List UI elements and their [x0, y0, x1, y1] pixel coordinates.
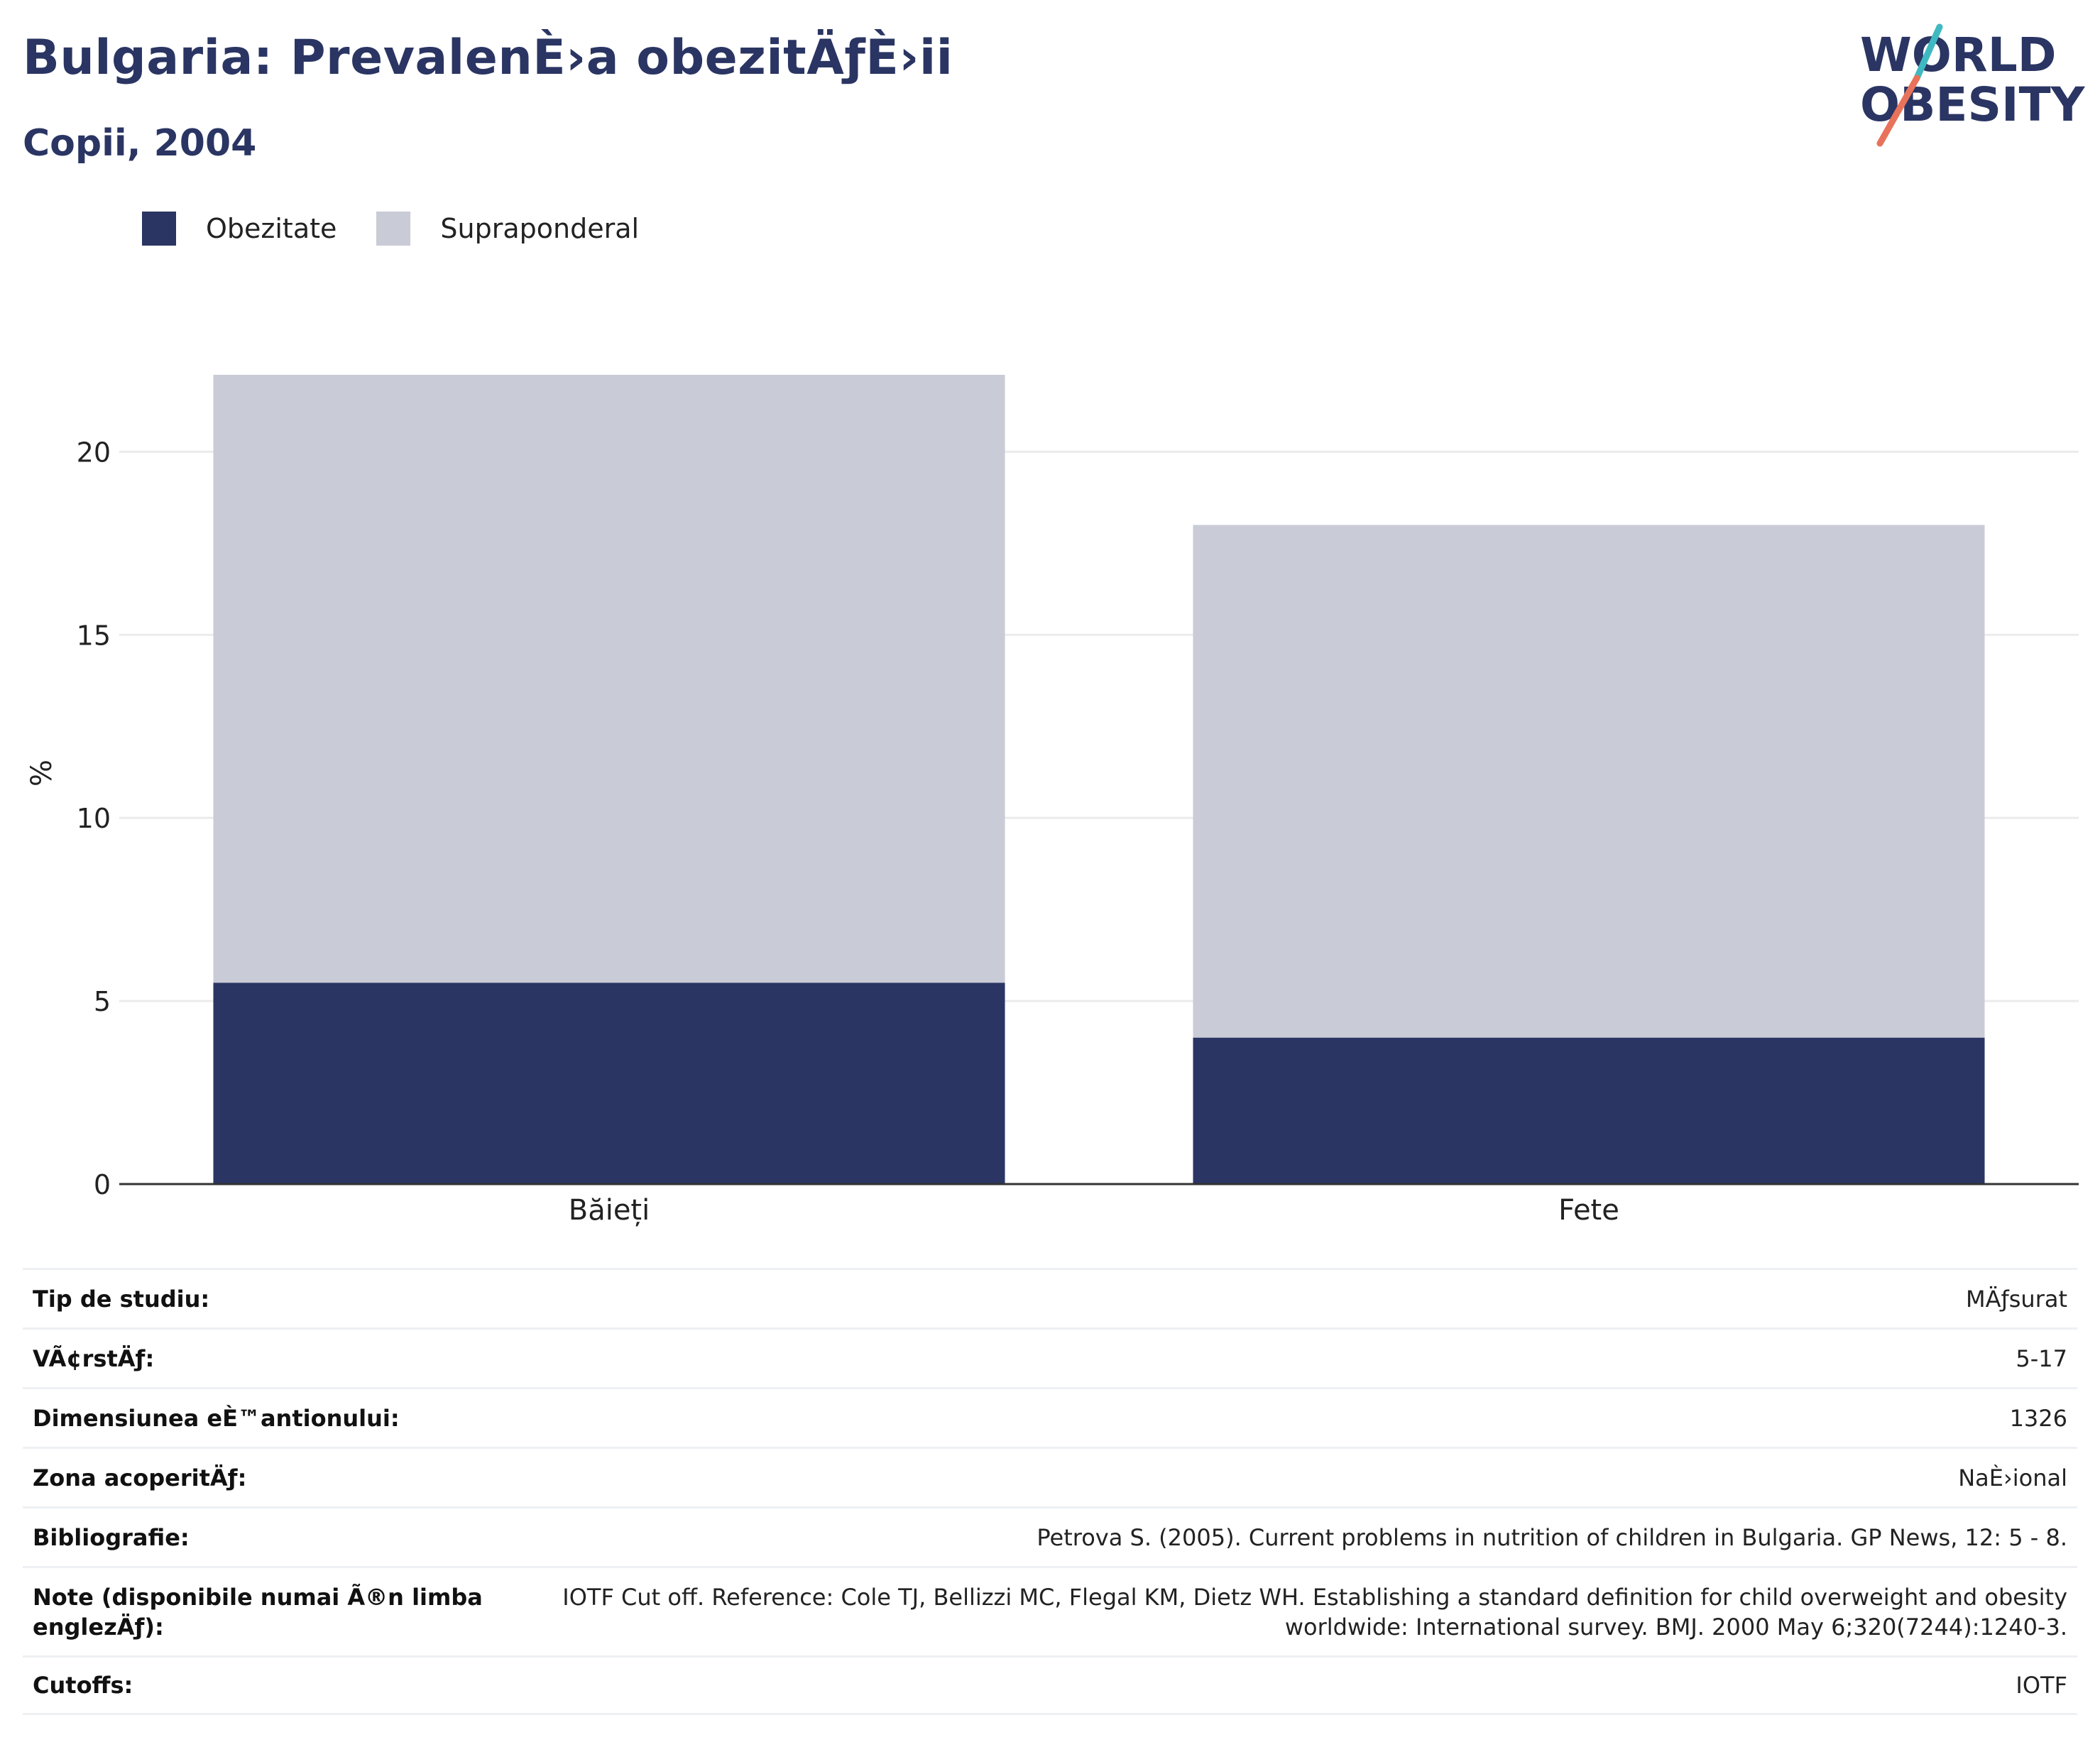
y-tick-label: 10	[77, 803, 111, 834]
info-row: Bibliografie: Petrova S. (2005). Current …	[23, 1506, 2077, 1566]
info-row-label: Note (disponibile numai Ã®n limba englez…	[33, 1583, 483, 1641]
y-axis-label: %	[26, 760, 58, 787]
legend-swatch-obezitate	[142, 212, 176, 246]
bar-supraponderal-0[interactable]	[213, 375, 1005, 983]
y-tick-label: 5	[94, 986, 111, 1017]
legend-label-supraponderal: Supraponderal	[440, 213, 640, 244]
legend-swatch-supraponderal	[376, 212, 411, 246]
bar-obezitate-1[interactable]	[1193, 1037, 1985, 1184]
info-row-value: MÄƒsurat	[1965, 1285, 2067, 1313]
info-row-value: Petrova S. (2005). Current problems in n…	[1037, 1523, 2067, 1551]
bar-obezitate-0[interactable]	[213, 982, 1005, 1184]
info-row: Tip de studiu: MÄƒsurat	[23, 1268, 2077, 1327]
info-row-label: Zona acoperitÄƒ:	[33, 1464, 247, 1491]
logo-slash-bottom	[1876, 75, 1920, 147]
study-info-table: Tip de studiu: MÄƒsurat VÃ¢rstÄƒ: 5-17 Dimen…	[23, 1268, 2077, 1715]
legend-item-obezitate[interactable]: Obezitate	[142, 212, 337, 246]
bar-supraponderal-1[interactable]	[1193, 525, 1985, 1038]
legend-label-obezitate: Obezitate	[206, 213, 337, 244]
chart-legend: Obezitate Supraponderal	[142, 212, 679, 246]
page-subtitle: Copii, 2004	[23, 122, 257, 165]
x-axis-ticks: Băieți Fete	[569, 1194, 1619, 1227]
info-row: Zona acoperitÄƒ: NaÈ›ional	[23, 1447, 2077, 1506]
y-tick-label: 20	[77, 437, 111, 468]
info-row-label: Bibliografie:	[33, 1523, 190, 1551]
y-axis-ticks: 0 5 10 15 20	[77, 437, 111, 1200]
stacked-bar-chart: 0 5 10 15 20 Băieți Fete %	[26, 375, 2079, 1227]
chart-bars	[213, 375, 1985, 1184]
info-row: Note (disponibile numai Ã®n limba englez…	[23, 1566, 2077, 1655]
info-row-label: Dimensiunea eÈ™antionului:	[33, 1404, 400, 1432]
info-row-value: 1326	[2009, 1404, 2067, 1432]
y-tick-label: 0	[94, 1169, 111, 1200]
legend-item-supraponderal[interactable]: Supraponderal	[376, 212, 639, 246]
world-obesity-logo: WORLD OBESITY	[1860, 23, 2086, 147]
page-title: Bulgaria: PrevalenÈ›a obezitÄƒÈ›ii	[23, 30, 953, 86]
info-row-label: Tip de studiu:	[33, 1285, 210, 1313]
info-row-value: IOTF Cut off. Reference: Cole TJ, Belliz…	[562, 1583, 2067, 1641]
info-row-value: 5-17	[2016, 1345, 2067, 1372]
info-row-value: IOTF	[2016, 1672, 2067, 1699]
info-row-label: Cutoffs:	[33, 1672, 133, 1699]
info-row: VÃ¢rstÄƒ: 5-17	[23, 1327, 2077, 1387]
x-tick-label: Băieți	[569, 1194, 650, 1227]
logo-text-obesity: OBESITY	[1860, 77, 2086, 132]
info-row: Cutoffs: IOTF	[23, 1655, 2077, 1715]
info-row-value: NaÈ›ional	[1958, 1464, 2067, 1491]
logo-slash-top	[1913, 23, 1943, 82]
x-tick-label: Fete	[1558, 1194, 1619, 1227]
info-row-label: VÃ¢rstÄƒ:	[33, 1345, 155, 1372]
y-tick-label: 15	[77, 620, 111, 651]
info-row: Dimensiunea eÈ™antionului: 1326	[23, 1387, 2077, 1447]
logo-text-world: WORLD	[1860, 28, 2057, 82]
